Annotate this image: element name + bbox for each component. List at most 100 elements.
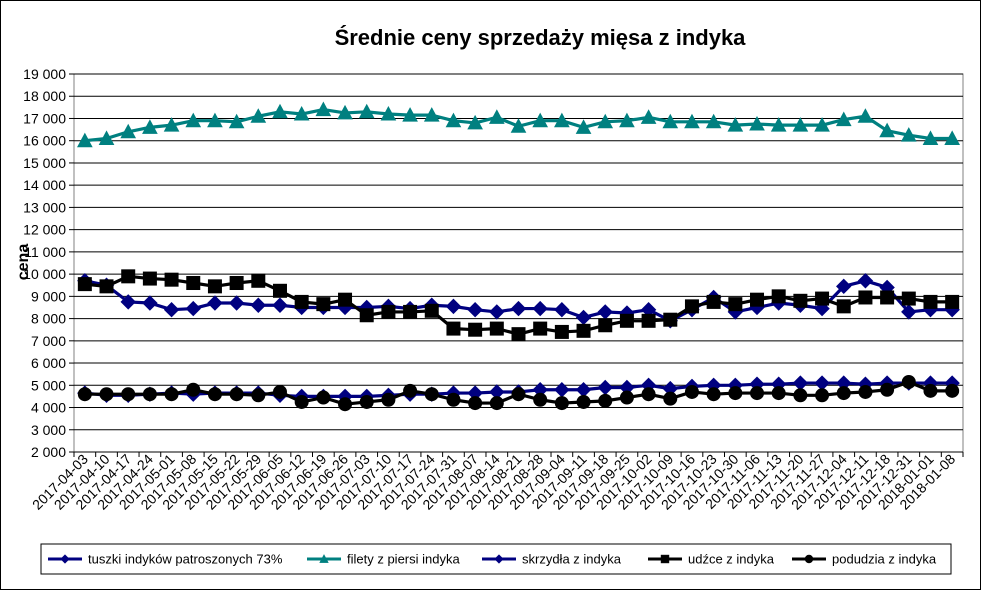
data-point	[120, 294, 136, 310]
data-point	[879, 122, 895, 138]
data-point	[163, 117, 180, 132]
data-point	[815, 291, 830, 306]
data-point	[77, 132, 93, 148]
y-tick-label: 3 000	[31, 422, 66, 438]
data-point	[424, 387, 439, 402]
data-point	[272, 283, 287, 298]
data-point	[641, 387, 656, 402]
y-tick-label: 11 000	[24, 244, 66, 260]
data-point	[142, 271, 157, 286]
data-point	[445, 298, 462, 315]
data-point	[510, 300, 527, 317]
data-point	[424, 303, 439, 318]
data-point	[77, 387, 92, 402]
data-point	[576, 394, 591, 409]
data-point	[900, 127, 917, 142]
data-point	[771, 289, 786, 304]
y-tick-label: 5 000	[31, 377, 66, 393]
data-point	[185, 112, 202, 128]
data-point	[640, 109, 657, 124]
data-point	[532, 112, 549, 128]
series-4	[77, 269, 960, 342]
data-point	[619, 313, 634, 328]
data-point	[467, 301, 483, 318]
data-point	[359, 394, 374, 409]
legend-label: udźce z indyka	[688, 552, 775, 567]
data-point	[770, 117, 787, 132]
data-point	[338, 292, 353, 307]
data-point	[142, 295, 158, 311]
y-tick-label: 15 000	[23, 155, 66, 171]
data-point	[250, 108, 267, 123]
series-group	[77, 101, 960, 412]
data-point	[901, 304, 917, 320]
data-point	[380, 105, 397, 121]
legend-item: tuszki indyków patroszonych 73%	[48, 552, 283, 567]
data-point	[294, 294, 309, 309]
data-point	[229, 276, 244, 291]
series-5	[77, 374, 960, 412]
data-point	[922, 130, 939, 145]
data-point	[750, 386, 765, 401]
data-point	[251, 273, 266, 288]
data-point	[575, 119, 592, 134]
data-point	[727, 117, 744, 132]
data-point	[858, 290, 873, 305]
data-point	[98, 130, 115, 145]
data-point	[945, 294, 960, 309]
data-point	[705, 113, 722, 129]
data-point	[121, 387, 136, 402]
data-point	[250, 297, 267, 313]
data-point	[207, 279, 222, 294]
data-point	[315, 101, 332, 117]
y-tick-label: 16 000	[23, 133, 66, 149]
data-point	[402, 107, 418, 122]
data-point	[706, 387, 721, 402]
data-point	[164, 272, 179, 287]
y-ticks: 2 000 3 000 4 000 5 000 6 000 7 000 8 000 9 000…	[23, 66, 74, 460]
data-point	[142, 119, 158, 134]
data-point	[511, 387, 526, 402]
data-point	[186, 382, 201, 397]
data-point	[857, 273, 874, 289]
data-point	[77, 277, 92, 292]
legend-label: filety z piersi indyka	[347, 552, 460, 567]
data-point	[684, 113, 700, 129]
legend-item: skrzydła z indyka	[482, 552, 622, 567]
data-point	[381, 304, 396, 319]
y-tick-label: 13 000	[23, 199, 66, 215]
data-point	[272, 103, 288, 119]
y-tick-label: 17 000	[23, 110, 66, 126]
data-point	[338, 397, 353, 412]
y-tick-label: 18 000	[23, 88, 66, 104]
y-tick-label: 6 000	[31, 355, 66, 371]
data-point	[836, 386, 851, 401]
data-point	[706, 294, 721, 309]
data-point	[880, 290, 895, 305]
data-point	[663, 391, 678, 406]
data-point	[814, 117, 830, 132]
data-point	[663, 312, 678, 327]
data-point	[554, 324, 569, 339]
data-point	[836, 299, 851, 314]
x-ticks: 2017-04-032017-04-102017-04-172017-04-24…	[29, 451, 964, 513]
data-point	[207, 387, 222, 402]
data-point	[728, 386, 743, 401]
data-point	[228, 295, 245, 311]
data-point	[836, 278, 852, 295]
legend-label: podudzia z indyka	[832, 552, 937, 567]
data-point	[228, 113, 245, 129]
y-tick-label: 19 000	[23, 66, 66, 82]
data-point	[792, 117, 809, 132]
data-point	[164, 387, 179, 402]
legend-marker	[804, 554, 814, 564]
data-point	[293, 105, 310, 121]
data-point	[598, 393, 613, 408]
data-point	[489, 396, 504, 411]
series-2	[77, 101, 960, 148]
data-point	[294, 394, 309, 409]
data-point	[446, 392, 461, 407]
data-point	[554, 301, 570, 318]
data-point	[251, 388, 266, 403]
data-point	[750, 292, 765, 307]
